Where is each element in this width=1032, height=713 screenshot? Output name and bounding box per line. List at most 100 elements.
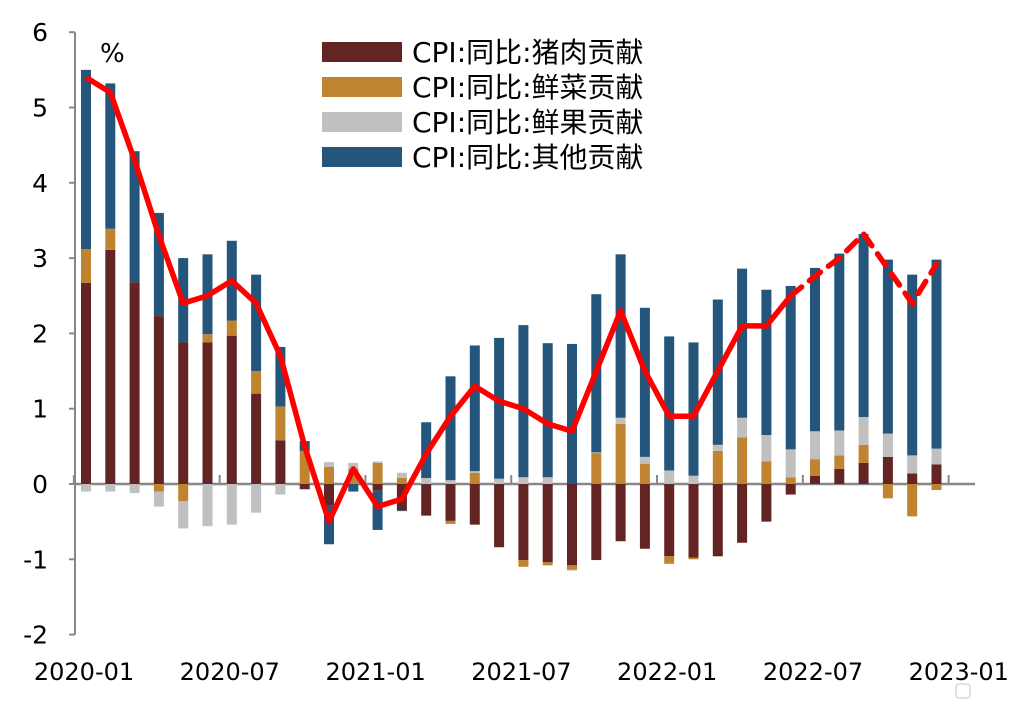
bar-segment-vegetable (542, 562, 553, 566)
bar-segment-pork (129, 282, 140, 484)
legend-swatch (322, 147, 402, 167)
bar-segment-pork (153, 316, 164, 484)
bar-segment-vegetable (882, 484, 893, 499)
bar-segment-fruit (178, 501, 189, 529)
watermark (955, 683, 971, 699)
bar-segment-vegetable (737, 437, 748, 484)
bar-segment-fruit (251, 484, 262, 513)
legend-label: CPI:同比:鲜果贡献 (412, 106, 644, 139)
x-tick-label: 2022-07 (763, 658, 863, 686)
bar-segment-fruit (81, 484, 91, 492)
bar-segment-vegetable (153, 484, 164, 492)
bar-segment-pork (882, 456, 893, 484)
axes: -2 -1 0 1 2 3 4 5 6 2020-01 2020-07 2021-01 2021-07 2… (23, 18, 1009, 686)
x-tick-label: 2021-07 (471, 658, 571, 686)
bar-segment-pork (591, 484, 602, 561)
bar-segment-fruit (494, 478, 505, 484)
x-tick-label: 2020-01 (34, 658, 134, 686)
bar-segment-pork (324, 484, 334, 506)
y-tick-label: 3 (32, 244, 48, 273)
bar-segment-vegetable (324, 466, 334, 484)
bar-segment-vegetable (567, 565, 577, 570)
bar-segment-vegetable (931, 484, 942, 491)
bar-segment-fruit (275, 484, 286, 495)
bar-segment-other (129, 151, 140, 283)
bar-segment-vegetable (275, 406, 286, 441)
bar-segment-fruit (372, 461, 383, 463)
bar-segment-pork (907, 473, 918, 484)
bar-segment-other (785, 285, 796, 450)
bar-segment-other (542, 343, 553, 478)
bar-segment-pork (785, 484, 796, 495)
bar-segment-vegetable (664, 556, 675, 564)
bar-segment-pork (810, 475, 820, 484)
bar-segment-vegetable (226, 320, 237, 336)
bar-segment-other (615, 254, 626, 418)
bar-segment-other (907, 274, 918, 456)
cpi-line-solid (84, 75, 793, 525)
bar-segment-vegetable (591, 453, 602, 484)
bar-segment-other (858, 234, 869, 417)
bar-segment-pork (834, 468, 845, 484)
bar-segment-fruit (591, 452, 602, 454)
bar-segment-fruit (226, 484, 237, 525)
x-tick-label: 2020-07 (180, 658, 280, 686)
bar-segment-vegetable (858, 444, 869, 463)
bar-segment-pork (251, 393, 262, 484)
bar-segment-pork (105, 249, 116, 484)
bar-segment-fruit (153, 491, 164, 507)
bar-segment-vegetable (81, 249, 91, 283)
bar-segment-fruit (834, 430, 845, 456)
bar-segment-fruit (445, 480, 456, 484)
bar-segment-fruit (688, 475, 699, 484)
bar-segment-other (639, 307, 650, 457)
legend-swatch (322, 77, 402, 97)
bar-segment-pork (858, 462, 869, 484)
bar-segment-pork (542, 484, 553, 563)
bar-segment-other (372, 490, 383, 530)
bar-segment-fruit (567, 569, 577, 571)
cpi-line (84, 75, 940, 525)
bar-segment-pork (931, 464, 942, 484)
y-tick-label: 5 (32, 94, 48, 123)
y-tick-label: 0 (32, 470, 48, 499)
legend-swatch (322, 42, 402, 62)
bar-segment-other (834, 253, 845, 431)
bar-segment-other (664, 336, 675, 471)
bar-segment-fruit (664, 470, 675, 484)
bar-segment-other (396, 510, 407, 512)
x-tick-label: 2021-01 (325, 658, 425, 686)
bar-segment-fruit (737, 417, 748, 438)
bar-segment-other (105, 83, 116, 229)
bar-segment-vegetable (518, 560, 529, 567)
bar-segment-vegetable (372, 462, 383, 484)
bar-segment-pork (615, 484, 626, 542)
bar-segment-fruit (882, 433, 893, 457)
bar-segment-vegetable (834, 455, 845, 469)
y-tick-label: -2 (23, 621, 48, 650)
bar-segment-fruit (202, 484, 213, 527)
bar-segment-pork (518, 484, 529, 561)
bar-segment-vegetable (178, 484, 189, 502)
bar-segment-other (931, 259, 942, 449)
bar-segment-fruit (421, 477, 432, 484)
bar-segment-pork (202, 342, 213, 484)
bar-segment-other (469, 345, 480, 472)
bar-segment-other (153, 212, 164, 317)
bar-segment-vegetable (810, 459, 820, 476)
bar-segment-fruit (761, 435, 772, 462)
bar-segment-pork (567, 484, 577, 566)
y-tick-label: -1 (23, 545, 48, 574)
cpi-line-dashed (787, 229, 940, 309)
bar-segment-pork (664, 484, 675, 557)
bar-segment-other (275, 346, 286, 407)
y-tick-label: 2 (32, 319, 48, 348)
bar-segment-fruit (858, 416, 869, 445)
bar-segment-vegetable (251, 371, 262, 394)
bar-segment-fruit (785, 449, 796, 478)
legend-label: CPI:同比:猪肉贡献 (412, 36, 644, 69)
bar-segment-pork (226, 335, 237, 484)
bar-segment-fruit (615, 417, 626, 424)
bar-segment-vegetable (396, 477, 407, 484)
bar-segment-fruit (810, 431, 820, 460)
